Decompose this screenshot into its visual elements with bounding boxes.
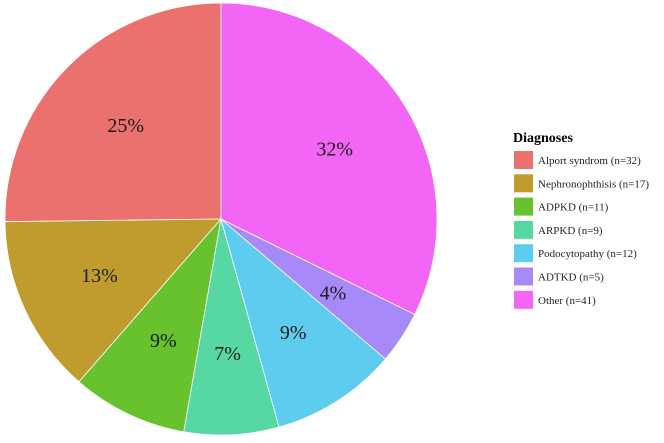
- legend-label-3: ARPKD (n=9): [538, 225, 603, 237]
- pie-percent-label-5: 4%: [320, 283, 347, 305]
- legend-swatch-6: [514, 290, 533, 309]
- pie-slice-1: [4, 218, 222, 383]
- legend: Diagnoses Alport syndrom (n=32) Nephronop…: [513, 131, 649, 309]
- legend-label-1: Nephronophthisis (n=17): [538, 178, 649, 190]
- pie-percent-labels: 25% 13% 9% 7% 9% 4% 32%: [81, 115, 353, 365]
- pie-percent-label-2: 9%: [150, 330, 177, 352]
- pie-slice-0: [4, 2, 222, 223]
- legend-label-4: Podocytopathy (n=12): [538, 248, 637, 260]
- legend-swatch-2: [514, 197, 533, 216]
- pie-percent-label-6: 32%: [316, 138, 353, 160]
- legend-label-0: Alport syndrom (n=32): [538, 155, 641, 167]
- legend-swatch-3: [514, 220, 533, 239]
- legend-swatch-5: [514, 267, 533, 286]
- pie-percent-label-4: 9%: [280, 322, 307, 344]
- legend-label-5: ADTKD (n=5): [538, 272, 604, 284]
- legend-label-6: Other (n=41): [538, 295, 596, 307]
- legend-swatch-4: [514, 244, 533, 263]
- pie-percent-label-3: 7%: [214, 343, 241, 365]
- legend-label-2: ADPKD (n=11): [538, 202, 609, 214]
- legend-swatch-0: [514, 151, 533, 169]
- pie-slice-2: [78, 217, 222, 433]
- legend-title: Diagnoses: [513, 131, 573, 146]
- pie-percent-label-0: 25%: [107, 115, 144, 137]
- legend-swatch-1: [514, 174, 533, 193]
- pie-slices: [4, 2, 438, 436]
- pie-percent-label-1: 13%: [81, 265, 118, 287]
- pie-slice-6: [220, 2, 438, 315]
- pie-slice-4: [220, 217, 387, 428]
